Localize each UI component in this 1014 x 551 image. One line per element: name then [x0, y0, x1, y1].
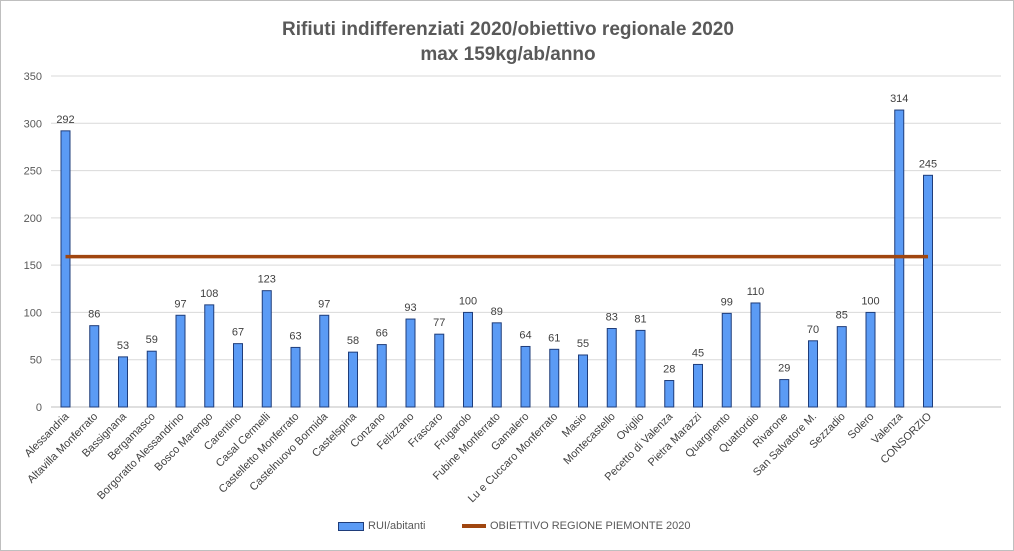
data-label: 292: [56, 114, 74, 126]
data-label: 100: [459, 295, 477, 307]
y-tick-label: 200: [24, 213, 42, 225]
x-tick-label: CONSORZIO: [879, 410, 935, 466]
bar: [549, 348, 560, 408]
data-label: 108: [200, 288, 218, 300]
bar: [520, 345, 531, 408]
data-label: 61: [548, 332, 560, 344]
x-tick-label: Montecastello: [561, 411, 617, 467]
bar: [836, 326, 847, 408]
bar: [606, 328, 617, 408]
bar: [664, 380, 675, 408]
bar: [693, 363, 703, 408]
y-tick-label: 100: [24, 307, 42, 319]
data-label: 86: [88, 309, 100, 321]
data-label: 29: [778, 363, 790, 375]
bar: [808, 340, 818, 408]
data-label: 70: [807, 324, 819, 336]
data-label: 63: [289, 330, 301, 342]
bar: [865, 311, 876, 408]
data-label: 83: [606, 312, 618, 324]
bar: [750, 302, 761, 408]
legend-swatch-obiettivo: [462, 524, 486, 528]
data-label: 99: [721, 296, 733, 308]
bar: [204, 304, 215, 408]
data-label: 53: [117, 340, 129, 352]
data-label: 245: [919, 158, 937, 170]
bar: [434, 333, 445, 408]
data-label: 93: [404, 302, 416, 314]
data-label: 110: [747, 286, 765, 298]
data-label: 58: [347, 335, 359, 347]
bar: [319, 314, 330, 408]
data-label: 77: [433, 317, 445, 329]
bar: [635, 329, 646, 408]
data-label: 97: [174, 298, 186, 310]
y-tick-label: 0: [36, 402, 42, 414]
data-label: 314: [890, 93, 908, 105]
bar: [146, 350, 157, 408]
bar: [491, 322, 502, 408]
data-label: 59: [146, 334, 158, 346]
data-label: 66: [376, 328, 388, 340]
bar: [348, 351, 358, 408]
legend-label-obiettivo: OBIETTIVO REGIONE PIEMONTE 2020: [490, 520, 691, 532]
bar: [376, 344, 387, 408]
y-tick-label: 350: [24, 71, 42, 83]
data-label: 97: [318, 298, 330, 310]
bar: [60, 130, 71, 408]
bar: [233, 343, 243, 408]
y-tick-label: 300: [24, 118, 42, 130]
bar: [118, 356, 128, 408]
bar: [894, 109, 905, 408]
y-tick-label: 150: [24, 260, 42, 272]
bar: [923, 174, 933, 408]
bar: [89, 325, 100, 408]
data-label: 67: [232, 327, 244, 339]
legend-swatch-rui: [338, 521, 364, 531]
chart-title: Rifiuti indifferenziati 2020/obiettivo r…: [1, 17, 1014, 67]
data-label: 28: [663, 364, 675, 376]
bar: [290, 346, 301, 408]
data-label: 100: [861, 295, 879, 307]
data-label: 81: [634, 313, 646, 325]
bar: [175, 314, 186, 408]
bar: [463, 311, 473, 408]
bar: [578, 354, 588, 408]
legend: RUI/abitanti OBIETTIVO REGIONE PIEMONTE …: [1, 520, 1014, 540]
data-label: 55: [577, 338, 589, 350]
data-label: 123: [258, 274, 276, 286]
data-label: 64: [519, 329, 531, 341]
bar: [261, 290, 272, 408]
y-tick-label: 250: [24, 166, 42, 178]
bar: [721, 312, 732, 408]
legend-item-obiettivo: OBIETTIVO REGIONE PIEMONTE 2020: [462, 520, 691, 532]
bar: [405, 318, 416, 408]
data-label: 85: [836, 310, 848, 322]
data-label: 89: [491, 306, 503, 318]
chart-title-line-2: max 159kg/ab/anno: [420, 44, 596, 65]
legend-label-rui: RUI/abitanti: [368, 520, 426, 532]
bar: [779, 379, 790, 408]
data-label: 45: [692, 347, 704, 359]
y-tick-label: 50: [30, 355, 42, 367]
legend-item-rui: RUI/abitanti: [338, 520, 425, 532]
chart-title-line-1: Rifiuti indifferenziati 2020/obiettivo r…: [282, 19, 734, 40]
